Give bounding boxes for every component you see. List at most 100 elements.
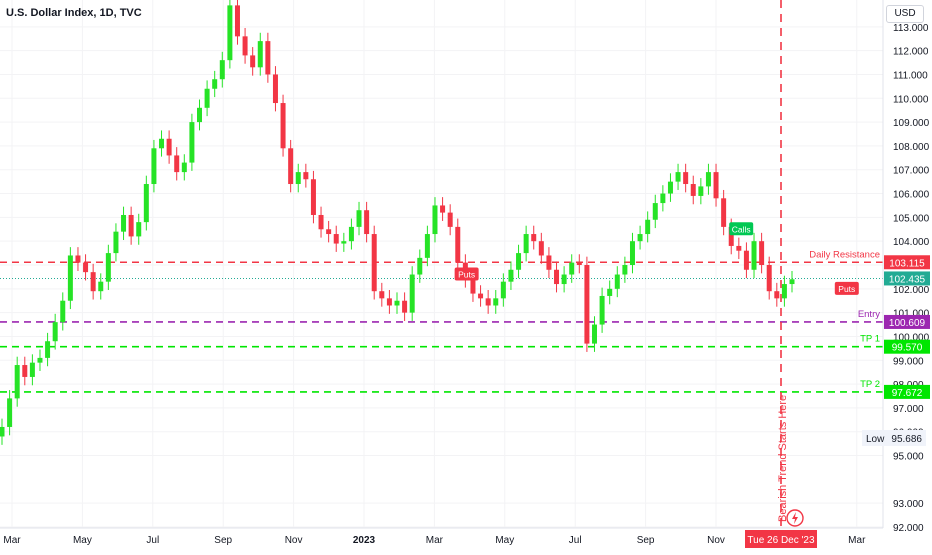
x-tick-label: Mar bbox=[3, 535, 21, 546]
candle-body bbox=[424, 234, 430, 258]
candle-body bbox=[29, 362, 35, 377]
y-tick-label: 104.000 bbox=[893, 237, 930, 248]
candle-body bbox=[584, 265, 590, 344]
candle-body bbox=[683, 172, 689, 185]
candle-body bbox=[189, 122, 195, 163]
candle-body bbox=[743, 250, 749, 270]
last-price-tag bbox=[884, 271, 930, 286]
candle-body bbox=[470, 279, 476, 294]
candle-body bbox=[546, 255, 552, 270]
candle-body bbox=[637, 234, 643, 242]
candle-body bbox=[675, 172, 681, 182]
x-tick-label: Mar bbox=[848, 535, 866, 546]
candle-body bbox=[432, 205, 438, 235]
y-tick-label: 108.000 bbox=[893, 142, 930, 153]
x-tick-label: Jul bbox=[569, 535, 582, 546]
x-tick-label: Nov bbox=[707, 535, 725, 546]
x-tick-label: May bbox=[495, 535, 514, 546]
candle-body bbox=[766, 265, 772, 292]
candle-body bbox=[105, 253, 111, 282]
candle-body bbox=[667, 181, 673, 194]
y-tick-label: 97.000 bbox=[893, 404, 924, 415]
candle-body bbox=[493, 298, 499, 306]
candle-body bbox=[151, 148, 157, 185]
candle-body bbox=[121, 214, 127, 232]
candle-body bbox=[531, 234, 537, 242]
candle-body bbox=[348, 226, 354, 242]
candle-body bbox=[569, 262, 575, 275]
candle-body bbox=[455, 226, 461, 263]
candle-body bbox=[280, 103, 286, 149]
candle-body bbox=[288, 148, 294, 185]
candle-body bbox=[660, 193, 666, 204]
y-tick-label: 93.000 bbox=[893, 499, 924, 510]
candle-body bbox=[128, 214, 134, 237]
candle-body bbox=[356, 210, 362, 227]
candle-body bbox=[386, 298, 392, 306]
candle-body bbox=[614, 274, 620, 289]
candle-body bbox=[45, 341, 51, 358]
y-tick-label: 95.000 bbox=[893, 452, 924, 463]
candle-body bbox=[690, 184, 696, 196]
candle-body bbox=[440, 205, 446, 213]
candle-body bbox=[516, 253, 522, 270]
level-name: TP 2 bbox=[860, 379, 880, 390]
candle-body bbox=[265, 41, 271, 75]
signal-marker bbox=[729, 222, 754, 236]
candle-body bbox=[364, 210, 370, 235]
candle-body bbox=[174, 155, 180, 173]
candle-body bbox=[417, 257, 423, 275]
level-price-label: 97.672 bbox=[892, 388, 923, 399]
low-label: Low bbox=[866, 434, 885, 445]
tradingview-logo-icon bbox=[786, 509, 804, 527]
candle-body bbox=[698, 186, 704, 196]
y-tick-label: 111.000 bbox=[893, 70, 928, 81]
candle-body bbox=[303, 172, 309, 180]
x-tick-label: Sep bbox=[214, 535, 232, 546]
signal-marker bbox=[454, 267, 479, 281]
candle-body bbox=[759, 241, 765, 265]
candle-body bbox=[728, 226, 734, 246]
y-tick-label: 112.000 bbox=[893, 47, 929, 58]
candle-body bbox=[333, 234, 339, 244]
candle-body bbox=[645, 219, 651, 235]
candle-body bbox=[83, 262, 89, 273]
candle-body bbox=[478, 293, 484, 299]
signal-marker-label: Puts bbox=[838, 284, 855, 294]
candle-body bbox=[14, 365, 20, 399]
y-tick-label: 101.000 bbox=[893, 309, 930, 320]
candle-body bbox=[774, 291, 780, 299]
level-price-tag bbox=[884, 314, 930, 329]
chart-title: U.S. Dollar Index, 1D, TVC bbox=[6, 7, 142, 19]
currency-button[interactable]: USD bbox=[886, 5, 924, 23]
last-price-label: 102.435 bbox=[889, 274, 926, 285]
candle-body bbox=[341, 241, 347, 244]
candle-body bbox=[7, 398, 13, 427]
y-tick-label: 105.000 bbox=[893, 213, 930, 224]
x-tick-label: 2023 bbox=[353, 535, 376, 546]
candle-body bbox=[219, 60, 225, 80]
candle-body bbox=[67, 255, 73, 301]
level-price-label: 103.115 bbox=[889, 258, 925, 269]
candle-body bbox=[60, 300, 66, 323]
candle-body bbox=[599, 295, 605, 325]
candle-body bbox=[538, 241, 544, 256]
event-date-label: Tue 26 Dec '23 bbox=[747, 535, 815, 546]
candle-body bbox=[181, 162, 187, 173]
candle-body bbox=[561, 274, 567, 285]
candle-body bbox=[295, 172, 301, 185]
candle-body bbox=[629, 241, 635, 265]
x-tick-label: Jul bbox=[146, 535, 159, 546]
level-name: Daily Resistance bbox=[809, 249, 880, 260]
candle-body bbox=[257, 41, 263, 68]
low-value: 95.686 bbox=[891, 434, 922, 445]
candle-body bbox=[409, 274, 415, 313]
y-tick-label: 99.000 bbox=[893, 356, 924, 367]
candle-body bbox=[721, 198, 727, 227]
y-tick-label: 107.000 bbox=[893, 166, 930, 177]
candle-body bbox=[227, 5, 233, 61]
event-date-tag bbox=[745, 530, 817, 548]
candle-body bbox=[736, 245, 742, 251]
y-tick-label: 109.000 bbox=[893, 118, 930, 129]
candle-body bbox=[250, 55, 256, 68]
